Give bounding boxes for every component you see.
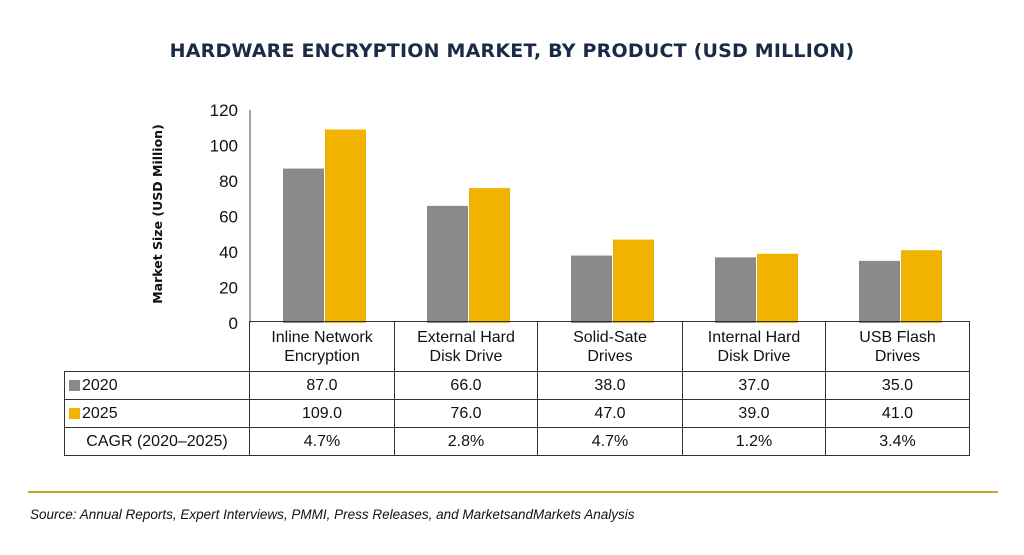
series-label: 2020 xyxy=(64,371,250,400)
category-label: Solid-Sate Drives xyxy=(537,321,683,372)
bar-2025 xyxy=(757,253,798,323)
bar-2020 xyxy=(859,260,900,323)
table-row: CAGR (2020–2025) 4.7% 2.8% 4.7% 1.2% 3.4% xyxy=(64,427,970,456)
category-label-line: Internal Hard xyxy=(707,328,801,346)
y-axis-title: Market Size (USD Million) xyxy=(150,124,165,304)
data-label: 87.0 xyxy=(249,371,395,400)
category-label-line: Solid-Sate xyxy=(573,328,647,346)
table-row: 2020 87.0 66.0 38.0 37.0 35.0 xyxy=(64,371,970,400)
bar-2025 xyxy=(613,239,654,323)
data-label: 38.0 xyxy=(537,371,683,400)
bar-2020 xyxy=(283,168,324,323)
data-label: 66.0 xyxy=(394,371,538,400)
data-label: 35.0 xyxy=(825,371,970,400)
bar-2020 xyxy=(571,255,612,323)
category-label: USB Flash Drives xyxy=(825,321,970,372)
bar-2020 xyxy=(427,205,468,323)
category-label-line: Encryption xyxy=(284,347,360,365)
category-label-line: Disk Drive xyxy=(429,347,503,365)
category-label-line: Inline Network xyxy=(271,328,373,346)
category-label-line: Drives xyxy=(587,347,633,365)
y-tick-label: 60 xyxy=(219,208,238,227)
cagr-value: 4.7% xyxy=(537,427,683,456)
category-label-line: USB Flash xyxy=(859,328,936,346)
legend-swatch xyxy=(69,407,80,419)
cagr-value: 4.7% xyxy=(249,427,395,456)
y-tick-label: 100 xyxy=(210,137,238,156)
category-label: External Hard Disk Drive xyxy=(394,321,538,372)
data-table: Inline Network Encryption External Hard Dis… xyxy=(64,321,970,456)
data-label: 47.0 xyxy=(537,399,683,428)
cagr-value: 2.8% xyxy=(394,427,538,456)
cagr-value: 1.2% xyxy=(682,427,826,456)
series-label: 2025 xyxy=(64,399,250,428)
table-row: 2025 109.0 76.0 47.0 39.0 41.0 xyxy=(64,399,970,428)
cagr-value: 3.4% xyxy=(825,427,970,456)
category-label-line: Disk Drive xyxy=(717,347,791,365)
cagr-label: CAGR (2020–2025) xyxy=(64,427,250,456)
source-note: Source: Annual Reports, Expert Interview… xyxy=(30,507,635,522)
bar-2020 xyxy=(715,257,756,323)
table-header-row: Inline Network Encryption External Hard Dis… xyxy=(64,321,970,372)
y-tick-label: 20 xyxy=(219,279,238,298)
table-corner xyxy=(64,321,250,372)
y-tick-label: 120 xyxy=(210,101,238,120)
y-tick-label: 40 xyxy=(219,243,238,262)
bar-2025 xyxy=(325,129,366,323)
bar-2025 xyxy=(901,250,942,323)
category-label-line: Drives xyxy=(874,347,921,365)
category-label-line: External Hard xyxy=(417,328,515,346)
data-label: 109.0 xyxy=(249,399,395,428)
legend-swatch xyxy=(69,379,80,391)
category-label: Internal Hard Disk Drive xyxy=(682,321,826,372)
data-label: 37.0 xyxy=(682,371,826,400)
y-tick-label: 80 xyxy=(219,172,238,191)
data-label: 39.0 xyxy=(682,399,826,428)
series-name: 2025 xyxy=(82,404,118,422)
bar-2025 xyxy=(469,188,510,323)
series-name: 2020 xyxy=(82,376,118,394)
chart-title: HARDWARE ENCRYPTION MARKET, BY PRODUCT (… xyxy=(169,40,855,62)
data-label: 76.0 xyxy=(394,399,538,428)
source-divider xyxy=(28,491,998,493)
category-label: Inline Network Encryption xyxy=(249,321,395,372)
data-label: 41.0 xyxy=(825,399,970,428)
